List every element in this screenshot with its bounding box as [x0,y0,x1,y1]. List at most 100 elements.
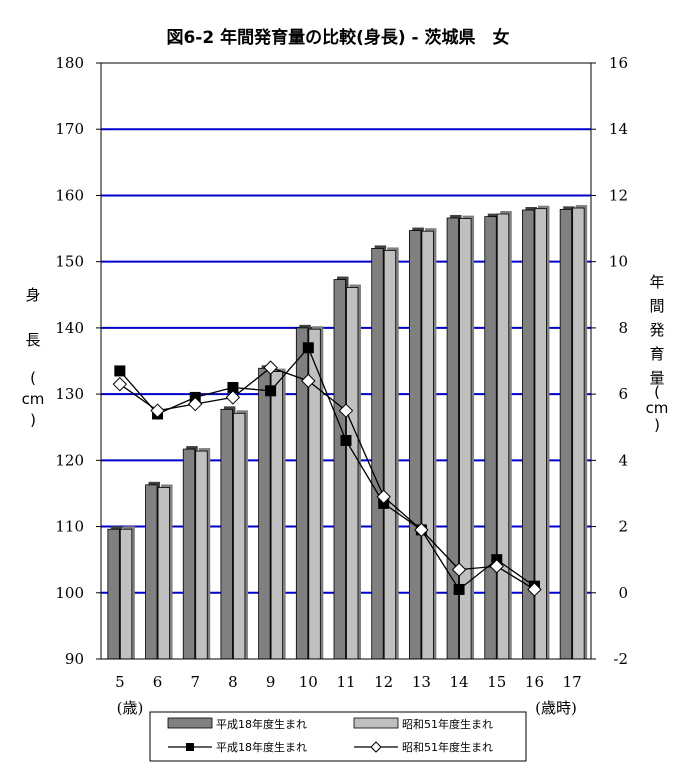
y-right-tick-label: 12 [609,186,628,204]
y-left-tick-label: 100 [55,584,84,602]
plot-frame [100,62,592,660]
y-right-tick-label: 14 [609,120,628,138]
legend-label: 昭和51年度生まれ [402,740,493,754]
y-right-tick-label: 2 [618,518,628,536]
y-right-label-char: 育 [649,345,664,363]
bar [333,279,346,660]
legend-label: 平成18年度生まれ [216,740,307,754]
line-point [451,562,467,577]
y-axis-right: -2 0 2 4 6 8 10 12 14 16 [591,54,628,668]
y-right-label-char: 間 [649,297,664,315]
y-right-tick-label: 6 [618,385,628,403]
line-point [489,559,504,574]
y-left-tick-label: 110 [55,518,84,536]
bar [119,528,133,660]
line-point [263,360,278,375]
bar [157,487,170,660]
line-point [376,489,391,504]
bar [496,213,510,660]
x-tick-label: 14 [450,673,469,691]
x-tick-label: 12 [374,673,393,691]
line-point [112,376,128,392]
line-point [527,582,542,597]
line-point [227,381,239,393]
y-right-tick-label: 4 [618,451,628,469]
bar [195,450,208,660]
line-point [114,365,126,377]
line-point [338,403,354,418]
bar [559,208,573,660]
x-tick-label: 10 [299,673,318,691]
y-left-tick-label: 180 [55,54,84,72]
legend-swatch [353,717,399,729]
legend-marker [186,743,194,751]
bar [107,528,120,660]
x-tick-label: 5 [115,673,125,691]
y-left-label-char: ( [30,369,36,387]
bar [220,408,233,660]
y-right-label-char: 年 [649,273,664,291]
line-point [188,396,203,412]
x-tick-label: 11 [336,673,355,691]
line-point [301,373,316,389]
y-right-tick-label: 0 [618,584,628,602]
y-left-tick-label: 170 [55,120,84,138]
legend-marker [370,741,382,753]
y-left-label-char: ) [30,411,36,429]
y-left-tick-label: 130 [55,385,84,403]
y-right-tick-label: -2 [613,650,628,668]
bar [371,248,384,660]
line-point [414,522,429,538]
y-right-tick-label: 16 [609,54,628,72]
y-right-label-char: ( [654,383,660,401]
y-right-label-char: ) [654,416,660,434]
y-left-tick-label: 120 [55,451,84,469]
x-tick-label: 13 [412,673,431,691]
bar [484,216,497,660]
line-point [453,583,465,595]
x-axis: 5 6 7 8 9 10 11 12 13 14 15 16 17 [115,673,582,691]
y-left-tick-label: 150 [55,253,84,271]
y-left-label-char: 長 [25,331,40,349]
chart-title: 図6-2 年間発育量の比較(身長) - 茨城県 女 [166,27,509,48]
lines [112,342,542,597]
bar [572,207,585,660]
bar [145,484,158,660]
y-left-label-char: 身 [25,286,40,304]
bar [421,230,434,660]
bar [182,448,196,660]
bar [270,371,284,660]
line-point [302,342,314,354]
x-tick-label: 17 [563,673,582,691]
legend-label: 昭和51年度生まれ [402,717,493,731]
line-point [150,403,165,418]
bar [383,250,397,660]
bar [346,287,359,660]
legend-swatch [167,717,213,729]
x-tick-label: 9 [266,673,276,691]
x-tick-label: 16 [525,673,544,691]
legend-label: 平成18年度生まれ [216,717,307,731]
bar [408,230,422,660]
y-axis-left-label: 身長 ( cm) [22,286,45,429]
x-tick-label: 8 [228,673,238,691]
y-right-label-char: 量 [649,369,664,387]
y-left-label-char: cm [22,390,45,408]
line-point [265,385,277,397]
x-tick-label: 7 [190,673,200,691]
series-line [119,346,535,591]
bar [233,412,246,660]
bars [107,205,588,660]
legend-box [149,711,527,762]
line-point [340,434,352,446]
x-unit-right: (歳時) [535,699,577,717]
bar [258,367,271,660]
x-tick-label: 15 [487,673,506,691]
y-left-tick-label: 140 [55,319,84,337]
y-right-tick-label: 8 [618,319,628,337]
x-unit-left: (歳) [117,699,144,717]
y-left-tick-label: 90 [65,650,84,668]
y-right-label-char: 発 [649,321,664,339]
